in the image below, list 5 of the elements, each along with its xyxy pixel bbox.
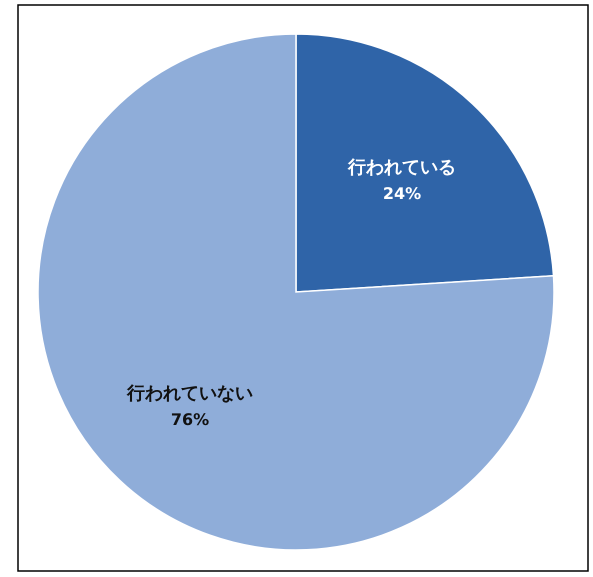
slice-label: 行われている <box>346 157 456 178</box>
data-label: 76% <box>170 410 210 429</box>
data-label: 24% <box>382 184 422 204</box>
slice-label: 行われていない <box>126 382 254 404</box>
pie-slice <box>37 33 554 550</box>
